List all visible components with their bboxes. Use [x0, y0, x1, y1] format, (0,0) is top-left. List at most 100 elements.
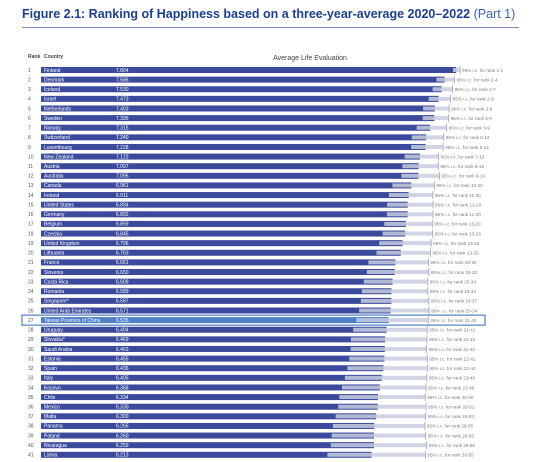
rank-label-30: 30 — [28, 347, 34, 353]
ci-label-26: 95% i.c. for rank 20-34 — [431, 308, 478, 313]
ci-band-15 — [387, 202, 434, 207]
value-label-37: 6.300 — [116, 414, 129, 420]
rank-label-36: 36 — [28, 405, 34, 411]
value-label-11: 7.097 — [116, 164, 129, 170]
bar-21 — [41, 259, 396, 266]
country-label-21: France — [44, 260, 60, 266]
bar-9 — [41, 143, 426, 150]
country-label-24: Romania — [44, 289, 64, 295]
country-label-19: United Kingdom — [44, 241, 80, 247]
bar-37 — [41, 413, 377, 420]
ci-label-24: 95% i.c. for rank 19-34 — [430, 289, 477, 294]
ci-label-41: 95% i.c. for rank 33-55 — [427, 453, 474, 458]
value-label-2: 7.586 — [116, 77, 129, 83]
ci-band-11 — [402, 164, 439, 169]
figure-title: Figure 2.1: Ranking of Happiness based o… — [22, 7, 522, 21]
country-label-9: Luxembourg — [44, 145, 72, 151]
figure-part-label: (Part 1) — [473, 7, 516, 21]
value-label-13: 6.961 — [116, 183, 129, 189]
bar-20 — [41, 249, 401, 256]
country-label-1: Finland — [44, 68, 61, 74]
country-label-17: Belgium — [44, 222, 62, 228]
bar-19 — [41, 240, 403, 247]
country-label-25: Singapore* — [44, 299, 69, 305]
ci-band-35 — [339, 395, 426, 400]
ci-band-18 — [382, 231, 433, 236]
bar-18 — [41, 230, 406, 237]
ci-label-19: 95% i.c. for rank 13-23 — [433, 241, 480, 246]
value-label-16: 6.892 — [116, 212, 129, 218]
country-column-header: Country — [44, 54, 63, 60]
country-label-34: Kosovo — [44, 385, 61, 391]
ci-label-4: 95% i.c. for rank 2-9 — [453, 97, 495, 102]
country-label-2: Denmark — [44, 77, 65, 83]
ci-band-41 — [327, 452, 426, 457]
country-label-37: Malta — [44, 414, 56, 420]
country-label-18: Czechia — [44, 231, 62, 237]
country-label-13: Canada — [44, 183, 62, 189]
bar-8 — [41, 134, 427, 141]
ci-band-24 — [361, 289, 428, 294]
bar-30 — [41, 345, 385, 352]
value-label-38: 6.265 — [116, 424, 129, 430]
chart-title: Average Life Evaluation — [273, 55, 347, 62]
ci-label-14: 95% i.c. for rank 11-20 — [435, 193, 481, 198]
country-label-14: Ireland — [44, 193, 60, 199]
country-label-7: Norway — [44, 126, 61, 132]
value-label-30: 6.463 — [116, 347, 129, 353]
country-label-29: Slovakia* — [44, 337, 65, 343]
value-label-39: 6.260 — [116, 433, 129, 439]
rank-label-17: 17 — [28, 222, 34, 228]
bar-11 — [41, 163, 419, 170]
ci-band-9 — [411, 144, 444, 149]
ci-band-6 — [422, 116, 449, 121]
value-label-41: 6.213 — [116, 453, 129, 459]
country-label-23: Costa Rica — [44, 279, 69, 285]
rank-label-33: 33 — [28, 376, 34, 382]
bar-12 — [41, 172, 419, 179]
value-label-3: 7.530 — [116, 87, 129, 93]
ci-band-20 — [376, 250, 431, 255]
ci-label-39: 95% i.c. for rank 29-55 — [428, 433, 475, 438]
ci-band-25 — [360, 298, 429, 303]
value-label-8: 7.240 — [116, 135, 129, 141]
value-label-1: 7.804 — [116, 68, 129, 74]
ci-label-29: 95% i.c. for rank 22-42 — [429, 337, 476, 342]
ci-band-36 — [338, 404, 427, 409]
rank-column-header: Rank — [28, 54, 40, 60]
ci-band-37 — [335, 414, 426, 419]
ci-label-36: 95% i.c. for rank 26-51 — [428, 405, 475, 410]
ci-band-33 — [344, 375, 427, 380]
value-label-36: 6.330 — [116, 405, 129, 411]
title-divider — [22, 27, 519, 28]
rank-label-26: 26 — [28, 308, 34, 314]
value-label-35: 6.334 — [116, 395, 129, 401]
bar-33 — [41, 374, 382, 381]
rank-label-12: 12 — [28, 174, 34, 180]
ci-label-18: 95% i.c. for rank 13-23 — [435, 231, 482, 236]
bar-7 — [41, 124, 431, 131]
ci-label-12: 95% i.c. for rank 8-16 — [441, 174, 485, 179]
ci-band-31 — [349, 356, 428, 361]
rank-label-28: 28 — [28, 328, 34, 334]
value-label-7: 7.315 — [116, 126, 129, 132]
rank-label-23: 23 — [28, 279, 34, 285]
rank-label-7: 7 — [28, 126, 31, 132]
ci-label-25: 95% i.c. for rank 18-37 — [431, 299, 478, 304]
country-label-22: Slovenia — [44, 270, 63, 276]
value-label-12: 7.095 — [116, 174, 129, 180]
bar-40 — [41, 442, 374, 449]
ci-band-21 — [368, 260, 429, 265]
country-label-20: Lithuania — [44, 251, 65, 257]
rank-label-14: 14 — [28, 193, 34, 199]
ci-band-13 — [392, 183, 435, 188]
ci-label-9: 95% i.c. for rank 5-12 — [445, 145, 489, 150]
country-label-5: Netherlands — [44, 106, 71, 112]
value-label-4: 7.473 — [116, 97, 129, 103]
rank-label-9: 9 — [28, 145, 31, 151]
ci-label-11: 95% i.c. for rank 8-15 — [440, 164, 484, 169]
value-label-18: 6.845 — [116, 231, 129, 237]
rank-label-10: 10 — [28, 154, 34, 160]
ci-label-27: 95% i.c. for rank 21-40 — [430, 318, 477, 323]
